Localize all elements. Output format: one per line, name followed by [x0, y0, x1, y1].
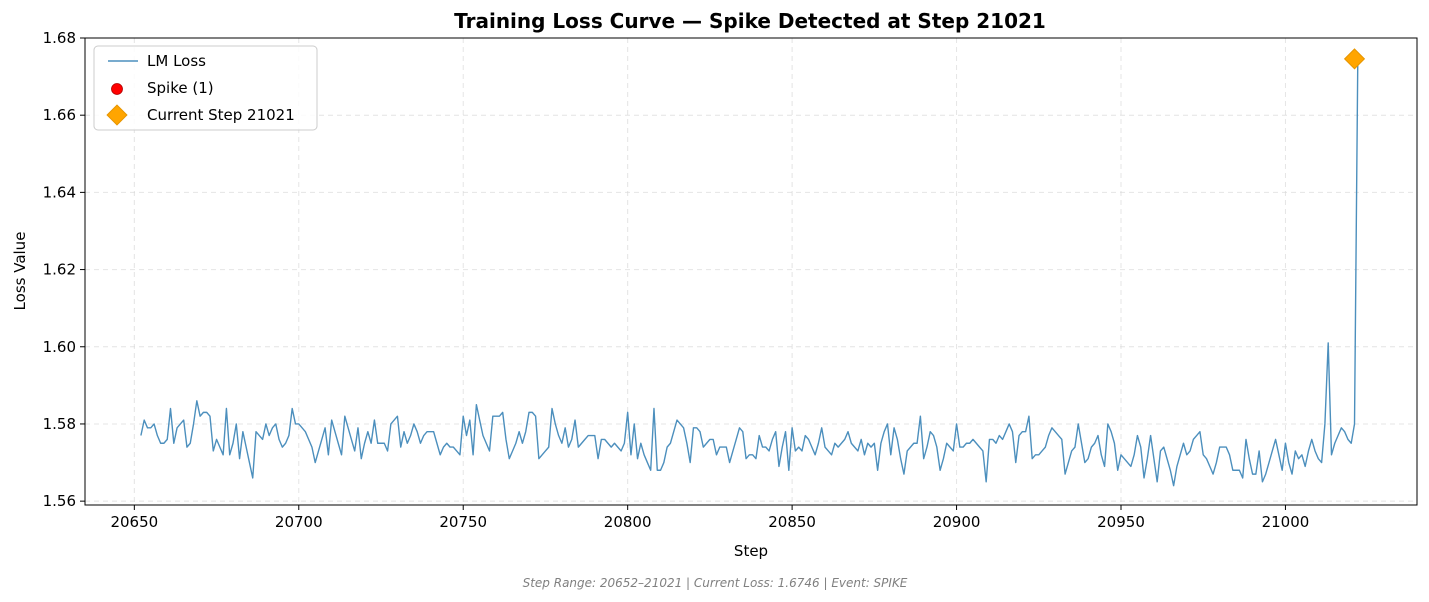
y-tick-label: 1.56 [43, 492, 76, 510]
y-axis-label: Loss Value [11, 232, 29, 311]
legend-box [93, 45, 318, 131]
footer-caption: Step Range: 20652–21021 | Current Loss: … [523, 576, 908, 590]
legend-spike-marker [111, 83, 123, 95]
y-tick-label: 1.66 [43, 106, 76, 124]
series-layer [140, 48, 1366, 487]
x-axis-ticks: 20650 20700 20750 20800 20850 20900 20950 21000 [110, 505, 1309, 531]
chart-title: Training Loss Curve — Spike Detected at … [454, 9, 1046, 33]
x-tick-label: 20900 [933, 513, 981, 531]
y-tick-label: 1.64 [43, 183, 76, 201]
x-tick-label: 20950 [1097, 513, 1145, 531]
y-tick-label: 1.68 [43, 29, 76, 47]
legend-label-current: Current Step 21021 [147, 106, 295, 124]
x-tick-label: 20650 [110, 513, 158, 531]
legend-label-lm-loss: LM Loss [147, 52, 206, 70]
x-tick-label: 20850 [768, 513, 816, 531]
y-tick-label: 1.60 [43, 338, 76, 356]
x-axis-label: Step [734, 542, 768, 560]
x-tick-label: 21000 [1262, 513, 1310, 531]
legend-current-marker [106, 104, 128, 126]
plot-frame [84, 37, 1418, 506]
y-tick-label: 1.58 [43, 415, 76, 433]
grid [85, 37, 1417, 505]
current-step-marker [1343, 48, 1366, 70]
y-axis-ticks: 1.56 1.58 1.60 1.62 1.64 1.66 1.68 [43, 29, 85, 510]
legend-label-spike: Spike (1) [147, 79, 214, 97]
x-tick-label: 20700 [275, 513, 323, 531]
y-tick-label: 1.62 [43, 261, 76, 279]
legend: LM Loss Spike (1) Current Step 21021 [93, 45, 318, 131]
x-tick-label: 20750 [439, 513, 487, 531]
x-tick-label: 20800 [604, 513, 652, 531]
series-line-lm-loss [140, 58, 1359, 487]
